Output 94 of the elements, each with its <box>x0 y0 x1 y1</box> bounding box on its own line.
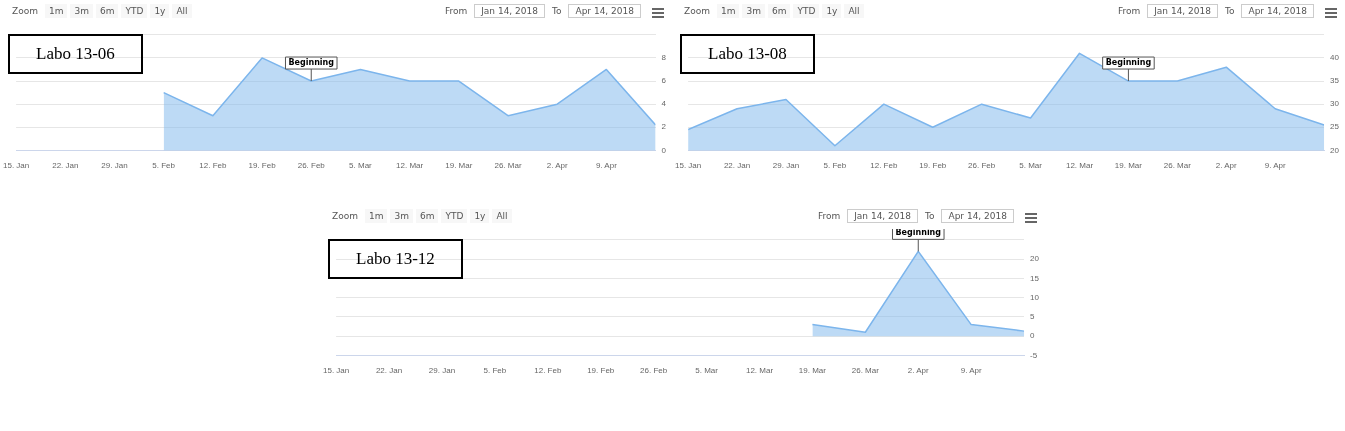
x-tick-label: 5. Mar <box>1019 161 1043 171</box>
text: Zoom <box>11 5 39 18</box>
x-tick-label: 5. Mar <box>349 161 373 171</box>
x-tick-label: 26. Mar <box>851 366 880 376</box>
text: Labo 13-08 <box>680 34 815 74</box>
y-tick-label: 6 <box>661 76 667 86</box>
text: From <box>816 210 842 223</box>
y-tick-label: 8 <box>661 53 667 63</box>
x-tick-label: 19. Feb <box>587 366 615 376</box>
annotation: Beginning <box>1105 58 1152 68</box>
x-tick-label: 19. Mar <box>445 161 473 171</box>
x-tick-label: 19. Feb <box>919 161 947 171</box>
x-tick-label: 29. Jan <box>101 161 128 171</box>
text: Apr 14, 2018 <box>941 209 1014 223</box>
x-tick-label: 26. Mar <box>1163 161 1192 171</box>
text: 1m <box>364 209 388 223</box>
text: 6m <box>415 209 439 223</box>
y-tick-label: 15 <box>1030 273 1040 283</box>
text: 6m <box>95 4 119 18</box>
x-tick-label: 5. Feb <box>483 366 507 376</box>
text: From <box>443 5 469 18</box>
x-tick-label: 5. Feb <box>823 161 847 171</box>
text: To <box>924 210 936 223</box>
text: To <box>1224 5 1236 18</box>
x-tick-label: 22. Jan <box>375 366 403 376</box>
x-tick-label: 12. Feb <box>199 161 227 171</box>
x-tick-label: 12. Feb <box>534 366 562 376</box>
x-tick-label: 2. Apr <box>546 161 568 171</box>
text: YTD <box>441 209 468 223</box>
x-tick-label: 26. Feb <box>640 366 668 376</box>
x-tick-label: 26. Mar <box>494 161 522 171</box>
text: YTD <box>793 4 820 18</box>
text: All <box>844 4 864 18</box>
x-tick-label: 19. Mar <box>1114 161 1143 171</box>
y-tick-label: 0 <box>1030 331 1036 341</box>
y-tick-label: 20 <box>1030 254 1040 264</box>
text: To <box>551 5 563 18</box>
text: 3m <box>742 4 765 18</box>
text: 3m <box>70 4 93 18</box>
y-tick-label: 25 <box>1330 122 1340 132</box>
y-tick-label: 40 <box>1330 53 1340 63</box>
text: Labo 13-12 <box>328 239 463 279</box>
x-tick-label: 12. Mar <box>1065 161 1094 171</box>
x-tick-label: 19. Feb <box>248 161 277 171</box>
text: Apr 14, 2018 <box>568 4 641 18</box>
y-tick-label: 4 <box>661 99 667 109</box>
x-tick-label: 26. Feb <box>968 161 996 171</box>
x-tick-label: 15. Jan <box>323 366 350 376</box>
y-tick-label: 10 <box>1030 292 1040 302</box>
x-tick-label: 15. Jan <box>675 161 702 171</box>
text: 1m <box>44 4 68 18</box>
y-tick-label: 20 <box>1330 145 1340 155</box>
text: 3m <box>390 209 413 223</box>
x-tick-label: 29. Jan <box>428 366 456 376</box>
text: From <box>1116 5 1142 18</box>
x-tick-label: 15. Jan <box>3 161 30 171</box>
text: 1m <box>716 4 740 18</box>
text: Labo 13-06 <box>8 34 143 74</box>
x-tick-label: 12. Mar <box>745 366 774 376</box>
text: Zoom <box>683 5 711 18</box>
x-tick-label: 2. Apr <box>907 366 930 376</box>
y-tick-label: 5 <box>1030 312 1036 322</box>
text: 1y <box>150 4 170 18</box>
text: All <box>492 209 512 223</box>
y-tick-label: 35 <box>1330 76 1340 86</box>
x-tick-label: 9. Apr <box>960 366 982 376</box>
x-tick-label: 9. Apr <box>595 161 618 171</box>
x-tick-label: 29. Jan <box>772 161 800 171</box>
x-tick-label: 12. Mar <box>396 161 424 171</box>
text: Apr 14, 2018 <box>1241 4 1314 18</box>
y-tick-label: 0 <box>661 145 667 155</box>
text: 1y <box>470 209 490 223</box>
x-tick-label: 22. Jan <box>52 161 79 171</box>
text: Zoom <box>331 210 359 223</box>
text: Jan 14, 2018 <box>847 209 918 223</box>
y-tick-label: 2 <box>661 122 667 132</box>
text: 6m <box>767 4 791 18</box>
text: Jan 14, 2018 <box>474 4 545 18</box>
annotation: Beginning <box>895 228 942 238</box>
x-tick-label: 9. Apr <box>1264 161 1286 171</box>
y-tick-label: -5 <box>1030 350 1038 360</box>
x-tick-label: 22. Jan <box>723 161 751 171</box>
x-tick-label: 2. Apr <box>1215 161 1238 171</box>
annotation: Beginning <box>288 58 335 68</box>
x-tick-label: 5. Mar <box>695 366 719 376</box>
x-tick-label: 19. Mar <box>798 366 827 376</box>
text: YTD <box>121 4 148 18</box>
x-tick-label: 5. Feb <box>152 161 176 171</box>
text: Jan 14, 2018 <box>1147 4 1218 18</box>
text: 1y <box>822 4 842 18</box>
y-tick-label: 30 <box>1330 99 1340 109</box>
text: All <box>172 4 192 18</box>
x-tick-label: 26. Feb <box>297 161 326 171</box>
x-tick-label: 12. Feb <box>870 161 898 171</box>
